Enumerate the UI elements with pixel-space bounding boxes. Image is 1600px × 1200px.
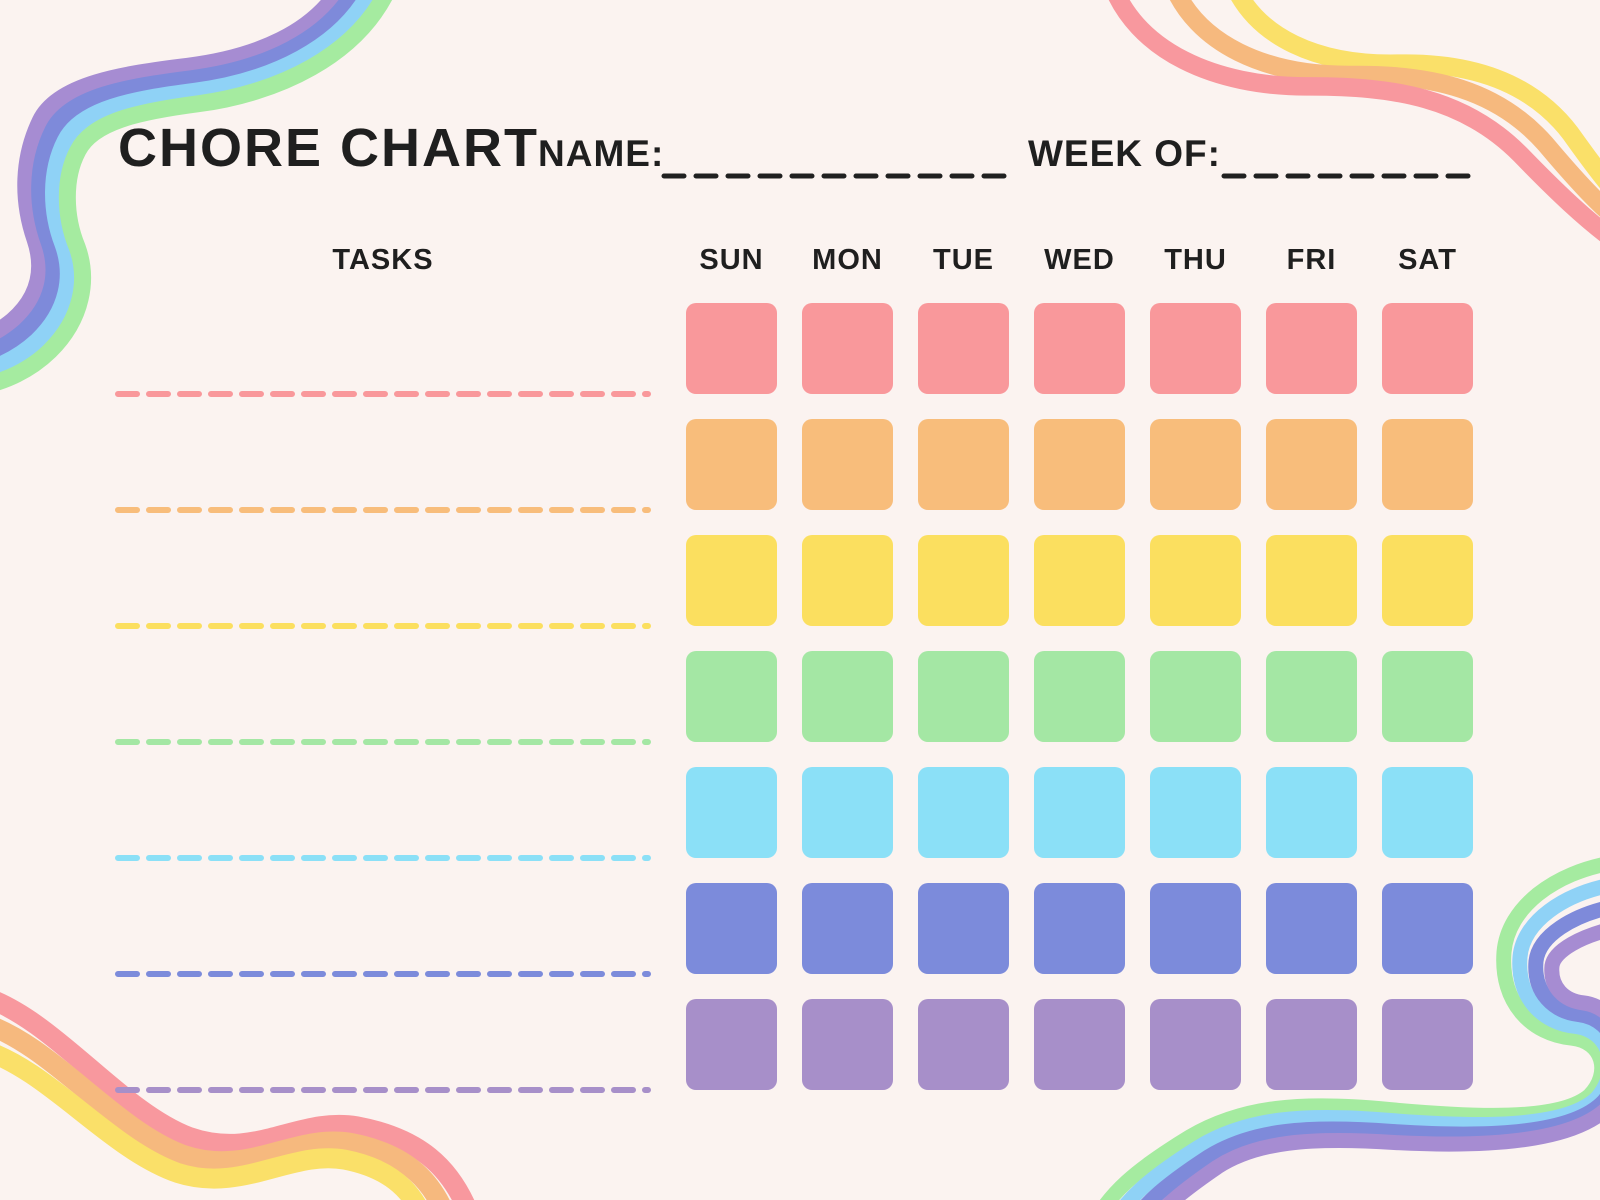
chore-cell[interactable] [1150, 303, 1241, 394]
chore-cell[interactable] [1382, 999, 1473, 1090]
chore-cell[interactable] [802, 535, 893, 626]
chore-cell[interactable] [918, 651, 1009, 742]
chore-cell[interactable] [1150, 419, 1241, 510]
chore-cell[interactable] [1266, 419, 1357, 510]
day-header-thu: THU [1164, 243, 1227, 276]
chore-cell[interactable] [686, 419, 777, 510]
chore-cell[interactable] [686, 303, 777, 394]
chore-cell[interactable] [1150, 999, 1241, 1090]
chore-cell[interactable] [686, 999, 777, 1090]
rainbow-ribbon-bottom-left-band [0, 992, 475, 1200]
chore-cell[interactable] [1150, 535, 1241, 626]
rainbow-ribbon-top-right-band [1231, 0, 1600, 189]
chore-cell[interactable] [1266, 767, 1357, 858]
name-label: NAME: [538, 133, 665, 174]
rainbow-ribbon-top-left-band [0, 0, 343, 340]
chore-cell[interactable] [1382, 651, 1473, 742]
chore-cell[interactable] [918, 419, 1009, 510]
chore-cell[interactable] [918, 767, 1009, 858]
rainbow-ribbon-top-right-band [1108, 0, 1600, 242]
chore-cell[interactable] [1150, 767, 1241, 858]
chore-cell[interactable] [1034, 419, 1125, 510]
chore-cell[interactable] [1034, 767, 1125, 858]
page-title: CHORE CHART [118, 118, 539, 178]
chore-cell[interactable] [1034, 999, 1125, 1090]
chore-cell[interactable] [686, 651, 777, 742]
chore-cell[interactable] [1150, 883, 1241, 974]
tasks-column-header: TASKS [332, 243, 434, 276]
chore-cell[interactable] [1150, 651, 1241, 742]
chore-cell[interactable] [802, 303, 893, 394]
chore-cell[interactable] [918, 303, 1009, 394]
chore-cell[interactable] [1382, 419, 1473, 510]
chore-cell[interactable] [918, 883, 1009, 974]
chore-cell[interactable] [1034, 303, 1125, 394]
chore-cell[interactable] [918, 535, 1009, 626]
day-header-wed: WED [1044, 243, 1115, 276]
chore-cell[interactable] [1382, 767, 1473, 858]
day-header-sun: SUN [699, 243, 764, 276]
chore-cell[interactable] [802, 883, 893, 974]
day-header-tue: TUE [933, 243, 994, 276]
chore-cell[interactable] [1382, 535, 1473, 626]
chore-cell[interactable] [1266, 883, 1357, 974]
rainbow-ribbon-bottom-left-band [0, 1018, 450, 1200]
day-header-sat: SAT [1398, 243, 1457, 276]
chore-cell[interactable] [686, 767, 777, 858]
rainbow-ribbon-top-left-band [0, 0, 360, 358]
chore-cell[interactable] [918, 999, 1009, 1090]
chore-cell[interactable] [1266, 999, 1357, 1090]
chore-cell[interactable] [802, 419, 893, 510]
chore-cell[interactable] [1382, 303, 1473, 394]
chore-cell[interactable] [1266, 651, 1357, 742]
chore-cell[interactable] [802, 651, 893, 742]
rainbow-ribbon-bottom-right-band [1162, 924, 1600, 1200]
chore-cell[interactable] [1034, 651, 1125, 742]
chore-cell[interactable] [802, 767, 893, 858]
chore-cell[interactable] [686, 535, 777, 626]
day-header-mon: MON [812, 243, 883, 276]
chore-cell[interactable] [1382, 883, 1473, 974]
rainbow-ribbon-top-right-band [1170, 0, 1600, 217]
rainbow-ribbon-top-left-band [0, 0, 376, 375]
day-header-fri: FRI [1286, 243, 1337, 276]
rainbow-ribbon-bottom-right-band [1140, 902, 1600, 1200]
chore-cell[interactable] [1034, 883, 1125, 974]
rainbow-ribbon-bottom-left-band [0, 1045, 426, 1200]
chore-cell[interactable] [1034, 535, 1125, 626]
chore-cell[interactable] [1266, 535, 1357, 626]
chore-cell[interactable] [802, 999, 893, 1090]
week-of-label: WEEK OF: [1028, 133, 1221, 174]
rainbow-ribbon-top-left-band [0, 0, 393, 391]
chore-cell[interactable] [1266, 303, 1357, 394]
chore-cell[interactable] [686, 883, 777, 974]
